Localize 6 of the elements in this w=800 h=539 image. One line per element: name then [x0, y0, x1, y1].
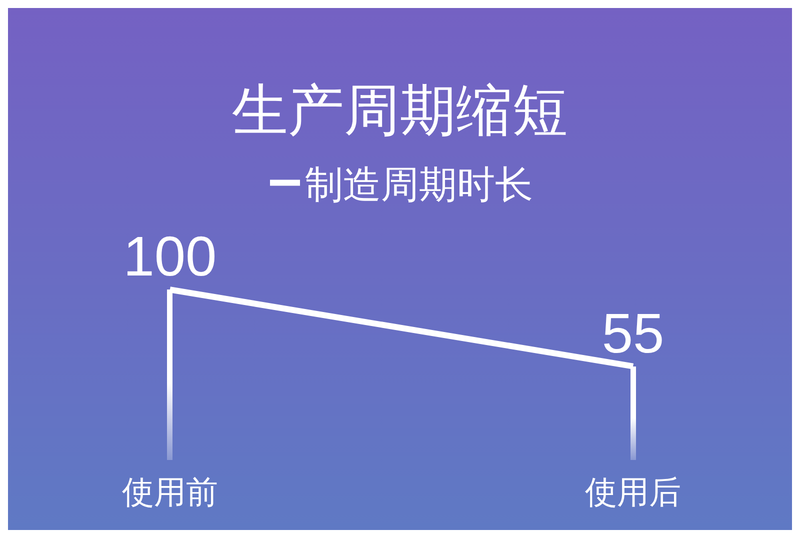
legend-label: 制造周期时长 [305, 164, 533, 207]
data-label: 55 [602, 301, 664, 364]
chart-title: 生产周期缩短 [232, 78, 568, 142]
data-label: 100 [123, 224, 217, 288]
x-tick-label: 使用后 [585, 474, 682, 510]
x-tick-label: 使用前 [122, 474, 218, 510]
